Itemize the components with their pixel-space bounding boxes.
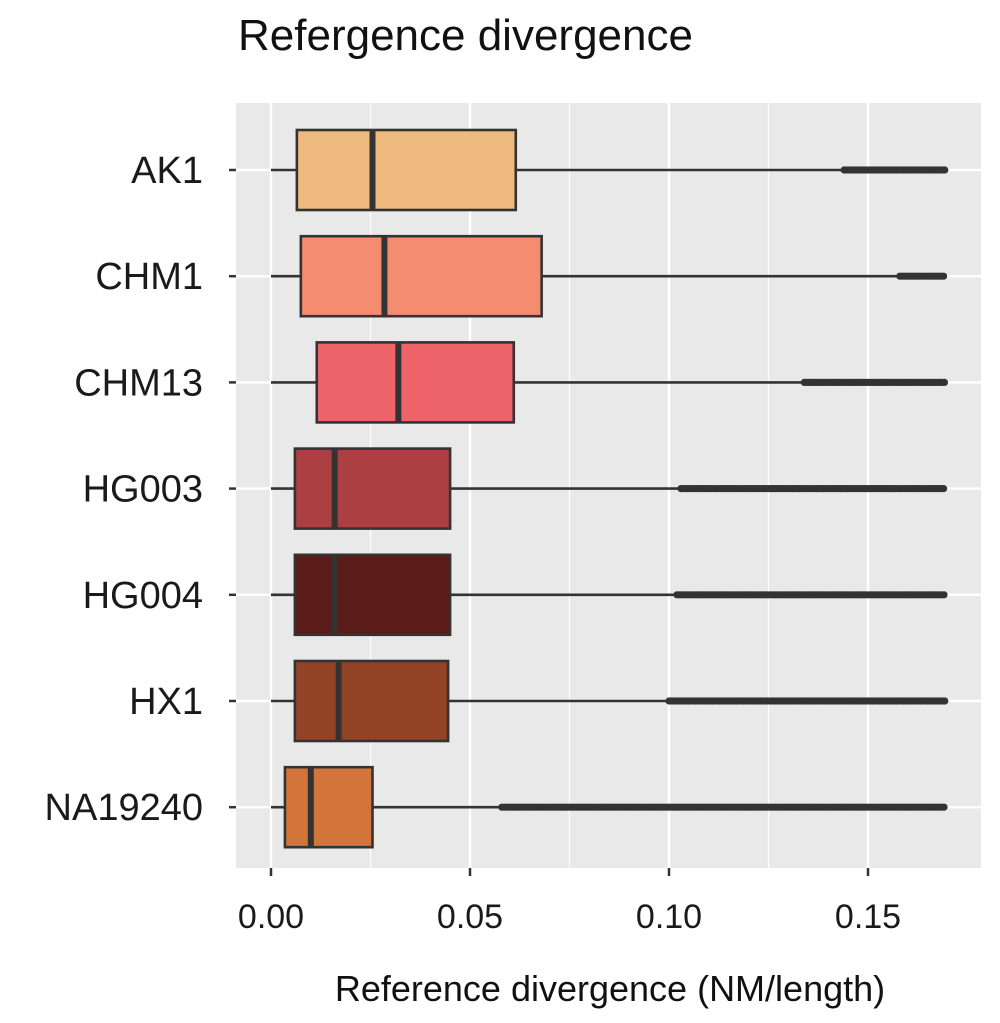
box-hg003 bbox=[271, 447, 948, 530]
chart-title: Refergence divergence bbox=[238, 11, 693, 60]
y-tick-label: NA19240 bbox=[45, 787, 203, 829]
outlier-point bbox=[941, 697, 949, 705]
box-hg004 bbox=[271, 553, 948, 637]
y-axis: AK1 CHM1 CHM13 HG003 HG004 HX1 NA19240 bbox=[45, 150, 236, 829]
x-axis: 0.00 0.05 0.10 0.15 bbox=[238, 868, 901, 936]
iqr-box bbox=[283, 765, 374, 849]
box-chm1 bbox=[271, 234, 948, 318]
iqr-box bbox=[293, 553, 452, 637]
outlier-point bbox=[940, 485, 948, 493]
y-tick-label: AK1 bbox=[131, 150, 203, 192]
box-hx1 bbox=[271, 659, 949, 743]
x-tick-label: 0.00 bbox=[238, 898, 304, 936]
outlier-point bbox=[940, 591, 948, 599]
iqr-box bbox=[293, 659, 450, 743]
box-series bbox=[271, 128, 949, 849]
y-tick-label: HG003 bbox=[83, 469, 203, 511]
y-tick-label: HX1 bbox=[129, 681, 203, 723]
outlier-point bbox=[940, 272, 948, 280]
iqr-box bbox=[293, 447, 452, 530]
box-chm13 bbox=[271, 341, 949, 424]
iqr-box bbox=[295, 128, 518, 212]
y-tick-label: CHM13 bbox=[74, 362, 203, 404]
iqr-box bbox=[299, 234, 543, 318]
x-axis-label: Reference divergence (NM/length) bbox=[335, 968, 885, 1009]
outlier-point bbox=[941, 166, 949, 174]
iqr-box bbox=[315, 341, 516, 424]
y-tick-label: CHM1 bbox=[95, 256, 203, 298]
x-tick-label: 0.05 bbox=[437, 898, 503, 936]
box-na19240 bbox=[271, 765, 948, 849]
x-tick-label: 0.10 bbox=[636, 898, 702, 936]
outlier-point bbox=[940, 378, 949, 386]
y-tick-label: HG004 bbox=[83, 575, 203, 617]
x-tick-label: 0.15 bbox=[835, 898, 901, 936]
outlier-point bbox=[940, 803, 948, 811]
box-ak1 bbox=[271, 128, 949, 212]
